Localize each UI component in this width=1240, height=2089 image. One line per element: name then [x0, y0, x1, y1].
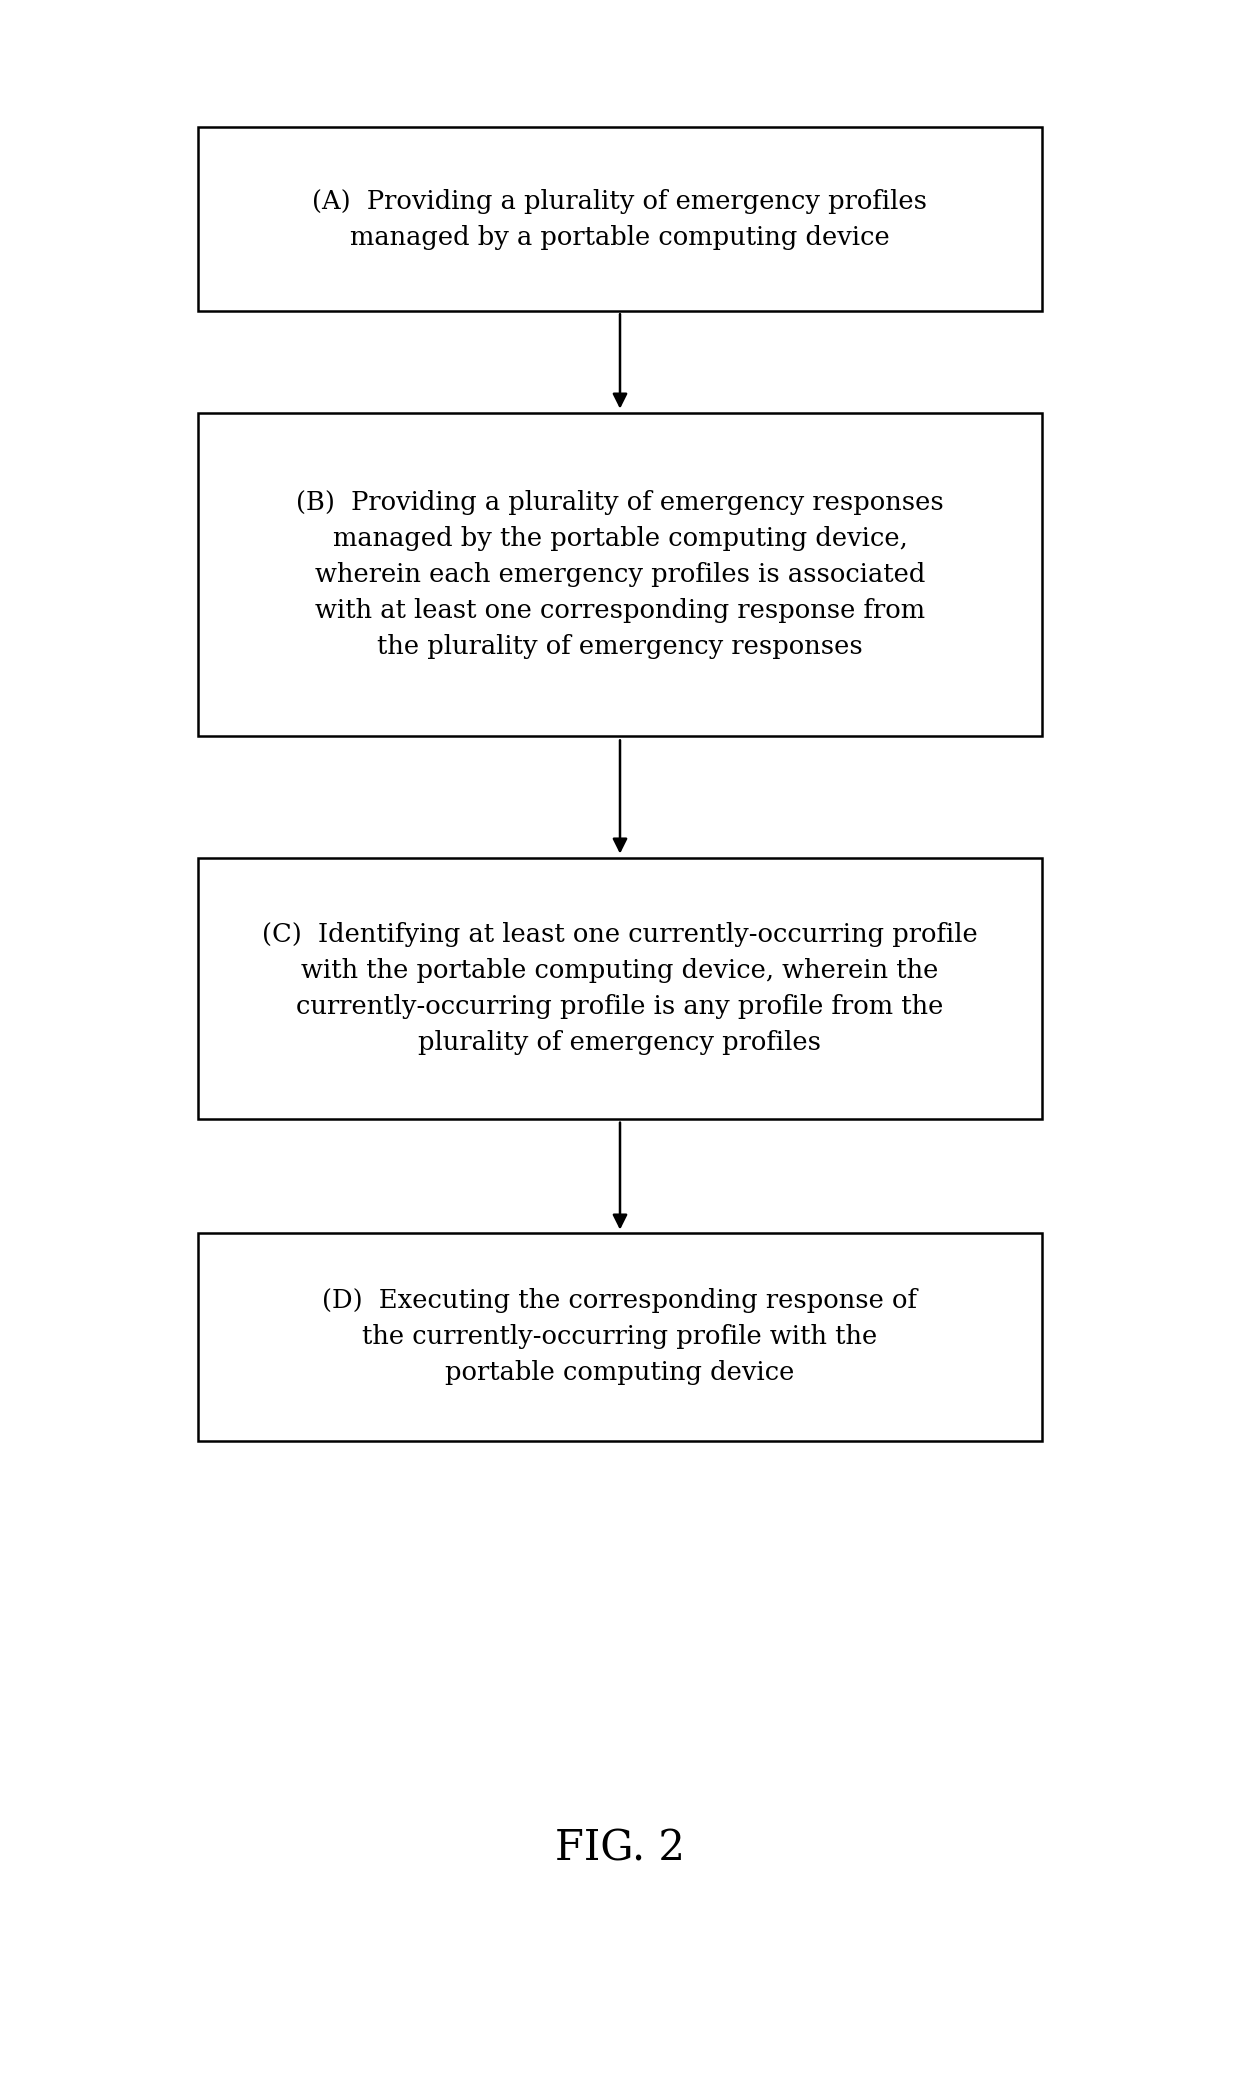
Text: (C)  Identifying at least one currently-occurring profile
with the portable comp: (C) Identifying at least one currently-o…: [262, 921, 978, 1055]
FancyBboxPatch shape: [198, 856, 1042, 1120]
FancyBboxPatch shape: [198, 127, 1042, 311]
FancyBboxPatch shape: [198, 414, 1042, 737]
Text: (D)  Executing the corresponding response of
the currently-occurring profile wit: (D) Executing the corresponding response…: [322, 1289, 918, 1385]
Text: (A)  Providing a plurality of emergency profiles
managed by a portable computing: (A) Providing a plurality of emergency p…: [312, 188, 928, 251]
Text: (B)  Providing a plurality of emergency responses
managed by the portable comput: (B) Providing a plurality of emergency r…: [296, 491, 944, 658]
Text: FIG. 2: FIG. 2: [556, 1828, 684, 1870]
FancyBboxPatch shape: [198, 1233, 1042, 1441]
